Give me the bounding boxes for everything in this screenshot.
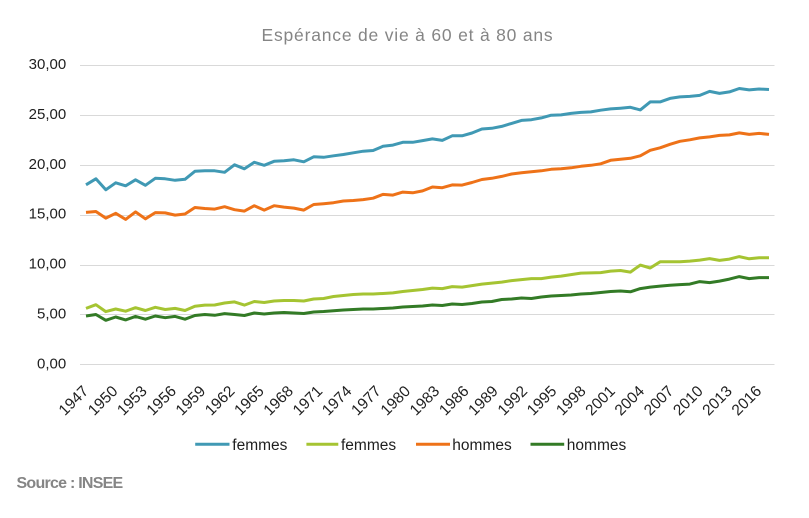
svg-text:20,00: 20,00 bbox=[29, 156, 67, 173]
svg-text:25,00: 25,00 bbox=[29, 106, 67, 123]
svg-text:hommes: hommes bbox=[452, 437, 512, 454]
svg-text:hommes: hommes bbox=[567, 437, 627, 454]
svg-text:5,00: 5,00 bbox=[37, 306, 66, 323]
svg-text:femmes: femmes bbox=[232, 437, 287, 454]
svg-text:Source : INSEE: Source : INSEE bbox=[17, 475, 124, 492]
svg-text:femmes: femmes bbox=[341, 437, 396, 454]
svg-text:Espérance de vie à 60 et à 80: Espérance de vie à 60 et à 80 ans bbox=[261, 25, 553, 45]
svg-text:15,00: 15,00 bbox=[29, 206, 67, 223]
svg-text:10,00: 10,00 bbox=[29, 256, 67, 273]
svg-text:30,00: 30,00 bbox=[29, 56, 67, 73]
svg-text:0,00: 0,00 bbox=[37, 355, 66, 372]
